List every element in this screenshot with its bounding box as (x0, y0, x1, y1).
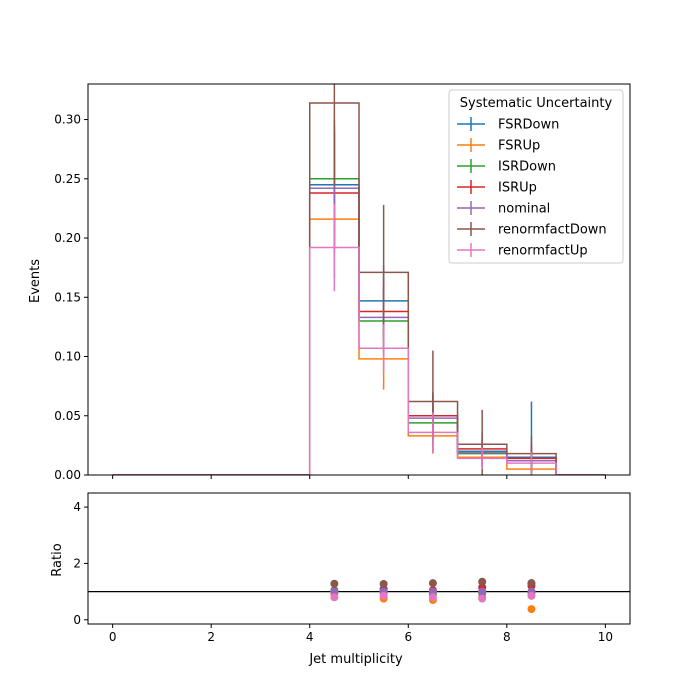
events-y-tick-label-0: 0.00 (54, 468, 81, 482)
ratio-x-tick-label-2: 2 (207, 630, 215, 644)
events-x-ticks (112, 475, 606, 479)
events-y-tick-label-4: 0.20 (54, 231, 81, 245)
legend: Systematic Uncertainty FSRDown FSRUp ISRDo… (448, 89, 624, 264)
ratio-point-renormfactUp-4 (527, 591, 536, 600)
ratio-point-renormfactUp-0 (330, 593, 339, 602)
ratio-point-renormfactUp-2 (428, 593, 437, 602)
legend-item-renormfactUp: renormfactUp (457, 243, 588, 259)
ratio-point-renormfactDown-4 (527, 579, 536, 588)
ratio-point-nominal-0 (330, 587, 339, 596)
ratio-point-renormfactUp-3 (478, 594, 487, 603)
events-y-tick-label-1: 0.05 (54, 409, 81, 423)
ratio-y-ticks: 0 2 4 (73, 500, 88, 627)
ratio-x-tick-label-10: 10 (598, 630, 613, 644)
ratio-x-tick-label-8: 8 (503, 630, 511, 644)
ratio-x-tick-label-0: 0 (109, 630, 117, 644)
ratio-point-FSRUp-4 (527, 605, 536, 614)
legend-title: Systematic Uncertainty (460, 96, 613, 111)
series-step-renormfactUp (112, 246, 606, 475)
ratio-point-renormfactDown-3 (478, 577, 487, 586)
ratio-point-nominal-2 (428, 587, 437, 596)
events-y-tick-label-6: 0.30 (54, 113, 81, 127)
x-axis-label: Jet multiplicity (308, 652, 403, 667)
legend-item-ISRDown: ISRDown (457, 159, 556, 175)
ratio-point-renormfactDown-1 (379, 579, 388, 588)
legend-label-renormfactDown: renormfactDown (498, 223, 607, 238)
ratio-x-tick-label-4: 4 (306, 630, 314, 644)
events-axes-frame (87, 83, 631, 476)
legend-label-FSRDown: FSRDown (498, 118, 559, 133)
series-step-renormfactDown (112, 102, 606, 475)
ratio-point-renormfactDown-0 (330, 579, 339, 588)
legend-item-FSRDown: FSRDown (457, 117, 559, 133)
ratio-x-ticks: 0 2 4 6 8 10 (109, 624, 613, 644)
events-y-tick-label-2: 0.10 (54, 350, 81, 364)
ratio-y-axis-label: Ratio (50, 543, 65, 576)
legend-label-ISRDown: ISRDown (498, 160, 556, 175)
events-y-ticks: 0.00 0.05 0.10 0.15 0.20 0.25 0.30 (54, 113, 88, 482)
legend-label-nominal: nominal (498, 202, 550, 217)
ratio-panel: 0 2 4 0 2 4 6 8 10 Ratio Jet multiplicity (50, 492, 631, 667)
ratio-point-nominal-3 (478, 587, 487, 596)
ratio-y-tick-label-0: 0 (73, 613, 81, 627)
ratio-x-tick-label-6: 6 (404, 630, 412, 644)
ratio-axes-frame (87, 492, 631, 625)
legend-box (448, 89, 624, 264)
ratio-plot-area (88, 577, 630, 614)
events-panel: 0.00 0.05 0.10 0.15 0.20 0.25 0.30 Events (28, 83, 631, 482)
legend-item-nominal: nominal (457, 201, 550, 217)
legend-item-ISRUp: ISRUp (457, 180, 537, 196)
legend-label-ISRUp: ISRUp (498, 181, 537, 196)
ratio-point-renormfactUp-1 (379, 591, 388, 600)
ratio-y-tick-label-2: 4 (73, 500, 81, 514)
events-plot-area (112, 84, 606, 475)
legend-item-FSRUp: FSRUp (457, 138, 540, 154)
ratio-y-tick-label-1: 2 (73, 556, 81, 570)
legend-label-FSRUp: FSRUp (498, 139, 540, 154)
events-y-tick-label-5: 0.25 (54, 172, 81, 186)
legend-item-renormfactDown: renormfactDown (457, 222, 607, 238)
events-y-axis-label: Events (28, 259, 43, 303)
legend-items: FSRDown FSRUp ISRDown ISRUp nominal renormfac… (457, 117, 607, 259)
legend-label-renormfactUp: renormfactUp (498, 244, 588, 259)
events-y-tick-label-3: 0.15 (54, 290, 81, 304)
ratio-point-renormfactDown-2 (428, 579, 437, 588)
